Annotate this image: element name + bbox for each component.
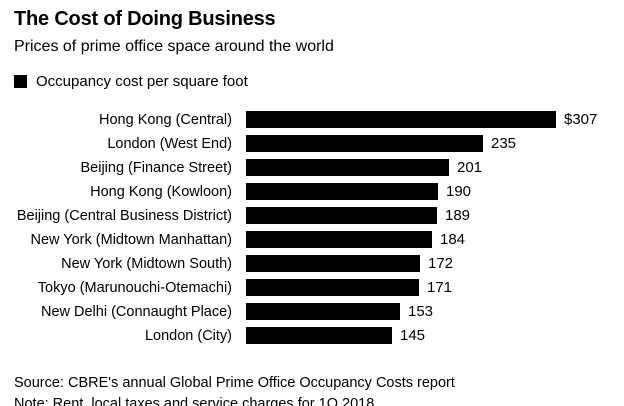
- category-label: London (City): [144, 327, 232, 344]
- value-label: 235: [491, 135, 517, 152]
- category-label: Hong Kong (Central): [99, 111, 232, 128]
- bar: [246, 207, 437, 224]
- chart-footer: Source: CBRE's annual Global Prime Offic…: [14, 373, 610, 406]
- value-label: 153: [408, 303, 434, 320]
- source-line: Source: CBRE's annual Global Prime Offic…: [14, 375, 455, 391]
- value-label: 190: [446, 183, 472, 200]
- bar: [246, 303, 400, 320]
- bar: [246, 183, 438, 200]
- chart-row: Hong Kong (Central) $307: [14, 111, 610, 128]
- category-label: New Delhi (Connaught Place): [40, 303, 232, 320]
- bar: [246, 255, 420, 272]
- category-label: New York (Midtown South): [61, 255, 232, 272]
- chart-row: London (West End) 235: [14, 135, 610, 152]
- category-label: Beijing (Central Business District): [16, 207, 232, 224]
- chart-row: New York (Midtown South) 172: [14, 255, 610, 272]
- bar: [246, 279, 419, 296]
- value-label: 171: [427, 279, 453, 296]
- chart-row: New York (Midtown Manhattan) 184: [14, 231, 610, 248]
- category-label: Beijing (Finance Street): [80, 159, 232, 176]
- chart-row: New Delhi (Connaught Place) 153: [14, 303, 610, 320]
- category-label: Tokyo (Marunouchi-Otemachi): [37, 279, 232, 296]
- chart-subtitle: Prices of prime office space around the …: [14, 38, 334, 55]
- legend-swatch-icon: [14, 75, 27, 88]
- chart-row: Beijing (Central Business District) 189: [14, 207, 610, 224]
- category-label: London (West End): [107, 135, 232, 152]
- value-label: 184: [440, 231, 466, 248]
- bar: [246, 231, 432, 248]
- note-line: Note: Rent, local taxes and service char…: [14, 396, 375, 406]
- bar-chart: Hong Kong (Central) $307 London (West End)…: [14, 111, 610, 344]
- bar: [246, 327, 392, 344]
- chart-row: Beijing (Finance Street) 201: [14, 159, 610, 176]
- category-label: Hong Kong (Kowloon): [90, 183, 232, 200]
- chart-row: Hong Kong (Kowloon) 190: [14, 183, 610, 200]
- value-label: 201: [457, 159, 483, 176]
- value-label: $307: [564, 111, 598, 128]
- bar: [246, 159, 449, 176]
- category-label: New York (Midtown Manhattan): [30, 231, 233, 248]
- bar: [246, 111, 556, 128]
- value-label: 172: [428, 255, 454, 272]
- bar: [246, 135, 483, 152]
- chart-row: London (City) 145: [14, 327, 610, 344]
- chart-title: The Cost of Doing Business: [14, 8, 276, 30]
- chart-legend: Occupancy cost per square foot: [14, 73, 610, 90]
- legend-label: Occupancy cost per square foot: [36, 73, 248, 90]
- value-label: 189: [445, 207, 471, 224]
- value-label: 145: [400, 327, 426, 344]
- chart-row: Tokyo (Marunouchi-Otemachi) 171: [14, 279, 610, 296]
